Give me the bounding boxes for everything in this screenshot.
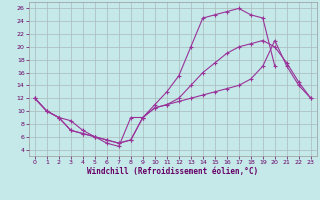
X-axis label: Windchill (Refroidissement éolien,°C): Windchill (Refroidissement éolien,°C): [87, 167, 258, 176]
